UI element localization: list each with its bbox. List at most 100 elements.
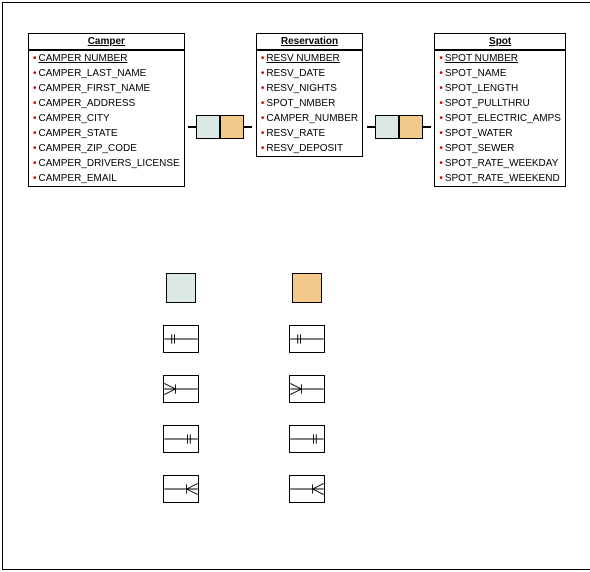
attribute-label: SPOT NUMBER	[445, 53, 518, 64]
entity-attributes: •RESV NUMBER•RESV_DATE•RESV_NIGHTS•SPOT_…	[257, 50, 362, 156]
entity-attribute: •RESV_DEPOSIT	[257, 141, 362, 156]
bullet-icon: •	[439, 158, 443, 169]
entity-attribute: •CAMPER_STATE	[29, 126, 184, 141]
entity-attribute: •SPOT_RATE_WEEKDAY	[435, 156, 565, 171]
bullet-icon: •	[261, 53, 265, 64]
entity-attribute: •SPOT_SEWER	[435, 141, 565, 156]
bullet-icon: •	[33, 158, 37, 169]
bullet-icon: •	[261, 113, 265, 124]
entity-attribute: •RESV NUMBER	[257, 51, 362, 66]
attribute-label: RESV_DEPOSIT	[266, 143, 343, 154]
entity-title: Camper	[29, 34, 184, 50]
cardinality-notation-icon	[163, 475, 199, 503]
attribute-label: CAMPER_LAST_NAME	[39, 68, 147, 79]
entity-attribute: •SPOT_PULLTHRU	[435, 96, 565, 111]
bullet-icon: •	[33, 113, 37, 124]
entity-attribute: •SPOT_ELECTRIC_AMPS	[435, 111, 565, 126]
connector-line	[188, 126, 196, 128]
attribute-label: CAMPER_FIRST_NAME	[39, 83, 151, 94]
entity-attribute: •SPOT_RATE_WEEKEND	[435, 171, 565, 186]
bullet-icon: •	[439, 113, 443, 124]
entity-attribute: •RESV_RATE	[257, 126, 362, 141]
legend-column	[163, 273, 199, 503]
connector-box-right	[399, 115, 423, 139]
entity-attribute: •RESV_NIGHTS	[257, 81, 362, 96]
attribute-label: SPOT_ELECTRIC_AMPS	[445, 113, 561, 124]
bullet-icon: •	[439, 68, 443, 79]
legend-swatch	[292, 273, 322, 303]
attribute-label: CAMPER_DRIVERS_LICENSE	[39, 158, 180, 169]
bullet-icon: •	[33, 143, 37, 154]
attribute-label: CAMPER_EMAIL	[39, 173, 117, 184]
legend-column	[289, 273, 325, 503]
attribute-label: CAMPER_CITY	[39, 113, 110, 124]
attribute-label: CAMPER NUMBER	[39, 53, 128, 64]
entity-reservation: Reservation •RESV NUMBER•RESV_DATE•RESV_…	[256, 33, 363, 157]
entity-attribute: •CAMPER NUMBER	[29, 51, 184, 66]
entity-attribute: •SPOT_NAME	[435, 66, 565, 81]
connector-line	[244, 126, 252, 128]
cardinality-notation-icon	[163, 325, 199, 353]
entity-attributes: •SPOT NUMBER•SPOT_NAME•SPOT_LENGTH•SPOT_…	[435, 50, 565, 186]
attribute-label: SPOT_RATE_WEEKDAY	[445, 158, 559, 169]
entity-attributes: •CAMPER NUMBER•CAMPER_LAST_NAME•CAMPER_F…	[29, 50, 184, 186]
bullet-icon: •	[33, 68, 37, 79]
relationship-connector	[367, 115, 431, 139]
legend-swatch	[166, 273, 196, 303]
bullet-icon: •	[261, 98, 265, 109]
attribute-label: SPOT_SEWER	[445, 143, 514, 154]
bullet-icon: •	[439, 173, 443, 184]
entity-title: Reservation	[257, 34, 362, 50]
bullet-icon: •	[33, 83, 37, 94]
attribute-label: CAMPER_STATE	[39, 128, 118, 139]
relationship-connector	[188, 115, 252, 139]
bullet-icon: •	[261, 68, 265, 79]
attribute-label: SPOT_NMBER	[266, 98, 335, 109]
bullet-icon: •	[439, 128, 443, 139]
connector-box-left	[196, 115, 220, 139]
cardinality-notation-icon	[163, 425, 199, 453]
entity-camper: Camper •CAMPER NUMBER•CAMPER_LAST_NAME•C…	[28, 33, 185, 187]
cardinality-notation-icon	[289, 375, 325, 403]
connector-box-right	[220, 115, 244, 139]
bullet-icon: •	[33, 98, 37, 109]
attribute-label: CAMPER_ZIP_CODE	[39, 143, 137, 154]
connector-line	[423, 126, 431, 128]
entity-attribute: •CAMPER_LAST_NAME	[29, 66, 184, 81]
connector-line	[367, 126, 375, 128]
entity-title: Spot	[435, 34, 565, 50]
entity-attribute: •CAMPER_ADDRESS	[29, 96, 184, 111]
attribute-label: SPOT_PULLTHRU	[445, 98, 530, 109]
attribute-label: RESV_NIGHTS	[266, 83, 337, 94]
attribute-label: RESV_RATE	[266, 128, 325, 139]
entity-attribute: •CAMPER_CITY	[29, 111, 184, 126]
attribute-label: CAMPER_NUMBER	[266, 113, 358, 124]
bullet-icon: •	[439, 143, 443, 154]
attribute-label: SPOT_LENGTH	[445, 83, 518, 94]
cardinality-notation-icon	[289, 325, 325, 353]
entity-attribute: •SPOT_NMBER	[257, 96, 362, 111]
bullet-icon: •	[261, 128, 265, 139]
entity-attribute: •SPOT_WATER	[435, 126, 565, 141]
cardinality-notation-icon	[289, 475, 325, 503]
bullet-icon: •	[33, 173, 37, 184]
attribute-label: RESV NUMBER	[266, 53, 339, 64]
cardinality-notation-icon	[289, 425, 325, 453]
bullet-icon: •	[33, 128, 37, 139]
entity-attribute: •CAMPER_FIRST_NAME	[29, 81, 184, 96]
entities-row: Camper •CAMPER NUMBER•CAMPER_LAST_NAME•C…	[28, 33, 566, 187]
bullet-icon: •	[439, 83, 443, 94]
entity-attribute: •CAMPER_ZIP_CODE	[29, 141, 184, 156]
entity-attribute: •CAMPER_DRIVERS_LICENSE	[29, 156, 184, 171]
bullet-icon: •	[33, 53, 37, 64]
attribute-label: SPOT_WATER	[445, 128, 513, 139]
entity-attribute: •SPOT NUMBER	[435, 51, 565, 66]
entity-attribute: •SPOT_LENGTH	[435, 81, 565, 96]
entity-attribute: •CAMPER_EMAIL	[29, 171, 184, 186]
attribute-label: SPOT_RATE_WEEKEND	[445, 173, 560, 184]
attribute-label: CAMPER_ADDRESS	[39, 98, 136, 109]
bullet-icon: •	[261, 83, 265, 94]
erd-canvas: Camper •CAMPER NUMBER•CAMPER_LAST_NAME•C…	[2, 2, 590, 570]
bullet-icon: •	[439, 53, 443, 64]
connector-box-left	[375, 115, 399, 139]
